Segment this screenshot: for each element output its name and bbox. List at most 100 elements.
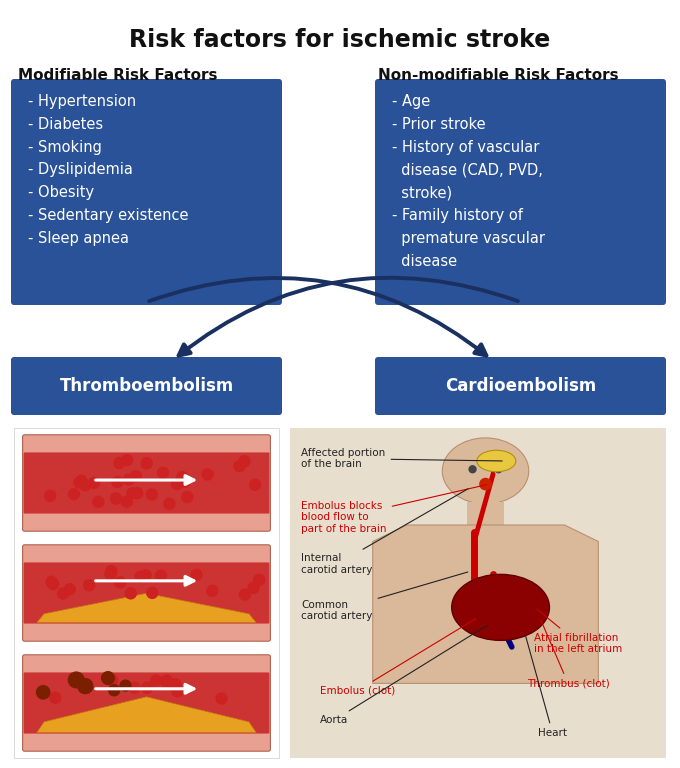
Bar (24, 453, 269, 512)
Circle shape (114, 458, 125, 468)
Text: Aorta: Aorta (320, 625, 487, 725)
Circle shape (120, 680, 131, 691)
Circle shape (132, 488, 143, 498)
FancyBboxPatch shape (24, 562, 269, 624)
Circle shape (122, 455, 133, 465)
Circle shape (123, 474, 135, 485)
Circle shape (191, 570, 202, 581)
Circle shape (234, 461, 245, 472)
Circle shape (150, 675, 161, 686)
Circle shape (78, 679, 92, 694)
Circle shape (182, 492, 192, 502)
Circle shape (147, 588, 158, 598)
FancyBboxPatch shape (24, 733, 269, 750)
Text: Thromboembolism: Thromboembolism (59, 377, 234, 395)
FancyBboxPatch shape (24, 437, 269, 453)
Circle shape (46, 576, 57, 588)
Circle shape (248, 582, 259, 594)
Circle shape (146, 489, 157, 500)
Circle shape (37, 686, 50, 699)
Circle shape (106, 565, 117, 577)
Text: Cardioembolism: Cardioembolism (445, 377, 596, 395)
FancyBboxPatch shape (22, 655, 271, 751)
Text: Affected portion
of the brain: Affected portion of the brain (301, 448, 503, 469)
Circle shape (125, 588, 136, 599)
Bar (24, 674, 269, 733)
FancyBboxPatch shape (24, 623, 269, 639)
Polygon shape (37, 594, 256, 623)
Circle shape (171, 478, 182, 489)
Circle shape (239, 589, 250, 600)
Circle shape (93, 496, 104, 508)
Circle shape (129, 682, 140, 693)
Circle shape (45, 490, 56, 502)
FancyBboxPatch shape (22, 545, 271, 641)
Circle shape (115, 577, 126, 588)
Circle shape (207, 585, 218, 597)
Circle shape (111, 493, 122, 504)
Circle shape (177, 472, 188, 482)
Text: Embolus blocks
blood flow to
part of the brain: Embolus blocks blood flow to part of the… (301, 485, 487, 534)
Text: - Hypertension
- Diabetes
- Smoking
- Dyslipidemia
- Obesity
- Sedentary existen: - Hypertension - Diabetes - Smoking - Dy… (28, 94, 188, 246)
Text: Modifiable Risk Factors: Modifiable Risk Factors (18, 68, 218, 83)
Circle shape (131, 471, 141, 482)
Circle shape (170, 679, 181, 690)
Circle shape (107, 675, 118, 686)
Circle shape (141, 458, 152, 468)
Circle shape (239, 455, 250, 467)
Circle shape (127, 488, 138, 498)
Circle shape (48, 578, 58, 590)
FancyBboxPatch shape (24, 673, 269, 733)
Circle shape (80, 480, 90, 491)
Circle shape (162, 678, 173, 690)
FancyBboxPatch shape (24, 547, 269, 564)
Circle shape (495, 465, 502, 473)
FancyBboxPatch shape (11, 79, 282, 305)
Text: - Age
- Prior stroke
- History of vascular
  disease (CAD, PVD,
  stroke)
- Fami: - Age - Prior stroke - History of vascul… (392, 94, 545, 269)
Circle shape (250, 479, 260, 490)
Polygon shape (37, 697, 256, 733)
Circle shape (140, 570, 151, 581)
Circle shape (156, 571, 167, 581)
Text: Heart: Heart (526, 637, 567, 738)
Circle shape (121, 496, 132, 507)
Circle shape (69, 672, 84, 688)
Circle shape (158, 467, 169, 478)
Circle shape (109, 685, 120, 696)
Circle shape (105, 568, 116, 579)
Circle shape (202, 469, 213, 480)
FancyBboxPatch shape (24, 512, 269, 529)
Circle shape (254, 574, 265, 585)
Text: Internal
carotid artery: Internal carotid artery (301, 488, 468, 575)
Bar (290, 428, 666, 758)
Circle shape (180, 476, 190, 487)
Circle shape (141, 682, 153, 694)
Bar (466, 502, 505, 525)
FancyBboxPatch shape (375, 357, 666, 415)
Ellipse shape (442, 438, 529, 504)
Circle shape (112, 476, 123, 488)
Circle shape (50, 692, 61, 703)
Circle shape (84, 580, 95, 591)
Circle shape (74, 477, 85, 488)
Ellipse shape (477, 450, 516, 472)
Circle shape (65, 584, 75, 594)
Circle shape (76, 475, 87, 486)
FancyBboxPatch shape (24, 452, 269, 514)
Text: Thrombus (clot): Thrombus (clot) (527, 620, 610, 689)
Circle shape (135, 571, 146, 582)
Circle shape (172, 686, 183, 697)
Polygon shape (373, 525, 598, 684)
FancyBboxPatch shape (24, 657, 269, 674)
Text: Risk factors for ischemic stroke: Risk factors for ischemic stroke (129, 28, 551, 52)
Circle shape (161, 675, 172, 686)
Circle shape (88, 478, 99, 488)
Circle shape (480, 478, 491, 490)
Circle shape (101, 672, 114, 684)
Text: Atrial fibrillation
in the left atrium: Atrial fibrillation in the left atrium (534, 609, 623, 654)
FancyBboxPatch shape (375, 79, 666, 305)
Ellipse shape (452, 574, 549, 641)
Circle shape (469, 465, 476, 473)
Text: Embolus (clot): Embolus (clot) (320, 619, 475, 695)
Circle shape (58, 588, 69, 599)
